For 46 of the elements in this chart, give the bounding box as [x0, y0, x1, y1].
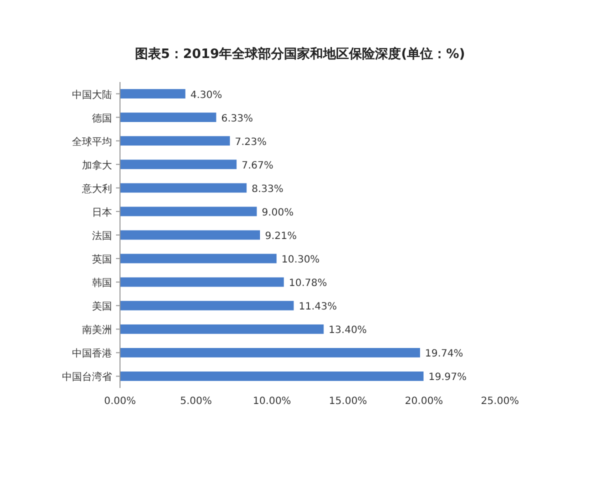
x-tick-label: 0.00%: [104, 396, 136, 407]
bar: [120, 112, 216, 122]
y-tick-label: 法国: [92, 230, 112, 242]
data-label: 6.33%: [221, 113, 253, 124]
x-tick-label: 25.00%: [480, 396, 520, 407]
data-label: 19.97%: [428, 372, 467, 384]
chart-title: 图表5：2019年全球部分国家和地区保险深度(单位：%): [134, 46, 466, 62]
data-label: 9.00%: [262, 207, 294, 218]
y-tick-label: 加拿大: [82, 159, 112, 172]
bar: [120, 372, 424, 381]
x-tick-label: 15.00%: [328, 396, 368, 407]
data-label: 9.21%: [264, 231, 297, 242]
data-label: 13.40%: [328, 325, 367, 336]
bar: [120, 160, 237, 170]
bar: [120, 277, 284, 287]
data-label: 19.74%: [425, 348, 464, 360]
data-label: 10.30%: [282, 254, 320, 266]
x-tick-label: 5.00%: [180, 396, 212, 407]
y-tick-label: 美国: [92, 300, 112, 313]
y-tick-label: 意大利: [81, 182, 112, 195]
data-label: 7.67%: [242, 160, 274, 172]
data-label: 10.78%: [288, 278, 327, 290]
data-label: 7.23%: [234, 136, 267, 148]
data-label: 11.43%: [298, 302, 337, 313]
y-tick-label: 中国台湾省: [62, 371, 112, 384]
y-tick-label: 中国大陆: [72, 88, 112, 101]
bar: [120, 230, 260, 240]
data-label: 4.30%: [190, 90, 222, 101]
y-tick-label: 英国: [92, 254, 112, 266]
x-tick-label: 20.00%: [404, 396, 444, 407]
x-tick-label: 10.00%: [252, 396, 292, 407]
y-tick-label: 中国香港: [72, 348, 112, 360]
y-tick-label: 德国: [92, 113, 112, 124]
bar: [120, 254, 277, 264]
y-tick-label: 全球平均: [72, 136, 112, 148]
data-label: 8.33%: [252, 184, 284, 195]
bar: [120, 183, 247, 193]
y-tick-label: 南美洲: [82, 324, 112, 336]
bar: [120, 206, 257, 216]
bar: [120, 136, 230, 146]
bar: [120, 300, 294, 310]
y-tick-label: 日本: [92, 206, 112, 218]
bar: [120, 89, 186, 98]
bar: [120, 348, 420, 358]
bar: [120, 324, 324, 334]
y-tick-label: 韩国: [92, 277, 112, 290]
